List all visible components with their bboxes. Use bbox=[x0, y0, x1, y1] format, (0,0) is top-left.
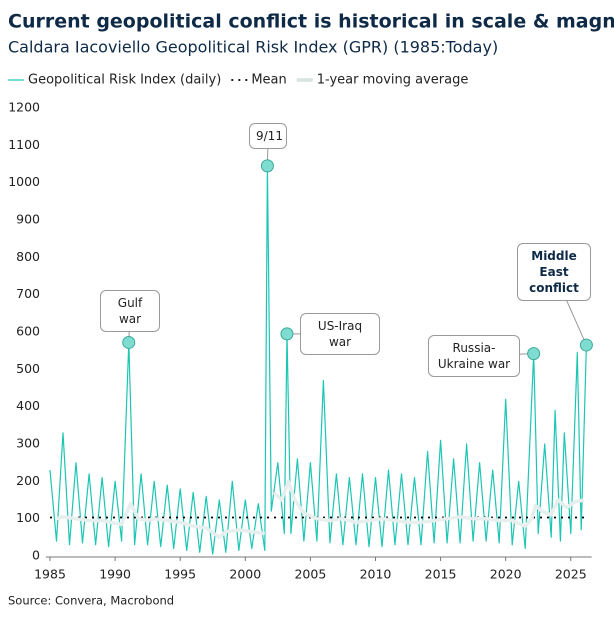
x-tick-label: 2025 bbox=[555, 567, 587, 582]
y-tick-label: 1000 bbox=[8, 174, 40, 189]
annotation-label: Middle East conflict bbox=[517, 242, 591, 302]
y-tick-label: 0 bbox=[32, 548, 40, 563]
x-tick-label: 2020 bbox=[490, 567, 522, 582]
series-line bbox=[56, 501, 266, 540]
x-tick-label: 1985 bbox=[34, 567, 66, 582]
chart-title: Current geopolitical conflict is histori… bbox=[8, 11, 614, 33]
y-tick-label: 500 bbox=[16, 361, 40, 376]
legend-label: 1-year moving average bbox=[317, 73, 469, 88]
y-tick-label: 900 bbox=[16, 212, 40, 227]
y-tick-label: 1200 bbox=[8, 100, 40, 115]
annotation-label: Russia-Ukraine war bbox=[428, 335, 520, 378]
y-tick-label: 700 bbox=[16, 286, 40, 301]
series-line bbox=[49, 165, 587, 555]
x-tick-label: 2010 bbox=[360, 567, 392, 582]
chart-subtitle: Caldara Iacoviello Geopolitical Risk Ind… bbox=[8, 38, 498, 57]
annotation-marker bbox=[527, 347, 541, 361]
y-tick-label: 1100 bbox=[8, 137, 40, 152]
annotation-marker bbox=[122, 335, 136, 349]
x-tick-label: 1990 bbox=[99, 567, 131, 582]
x-tick-label: 2015 bbox=[425, 567, 457, 582]
y-tick-label: 800 bbox=[16, 249, 40, 264]
annotation-marker bbox=[280, 327, 294, 341]
annotation-label: 9/11 bbox=[249, 123, 287, 150]
y-tick-label: 100 bbox=[16, 510, 40, 525]
legend-label: Geopolitical Risk Index (daily) bbox=[28, 73, 221, 88]
annotation-label: Gulf war bbox=[100, 290, 160, 333]
y-tick-label: 300 bbox=[16, 436, 40, 451]
annotation-marker bbox=[260, 159, 274, 173]
source: Source: Convera, Macrobond bbox=[8, 594, 174, 608]
x-tick-label: 1995 bbox=[164, 567, 196, 582]
y-tick-label: 400 bbox=[16, 398, 40, 413]
legend-label: Mean bbox=[251, 73, 286, 88]
series-line bbox=[272, 479, 585, 528]
y-tick-label: 200 bbox=[16, 473, 40, 488]
x-tick-label: 2000 bbox=[229, 567, 261, 582]
x-tick-label: 2005 bbox=[294, 567, 326, 582]
annotation-marker bbox=[579, 338, 593, 352]
annotation-label: US-Iraq war bbox=[300, 313, 380, 356]
y-tick-label: 600 bbox=[16, 324, 40, 339]
